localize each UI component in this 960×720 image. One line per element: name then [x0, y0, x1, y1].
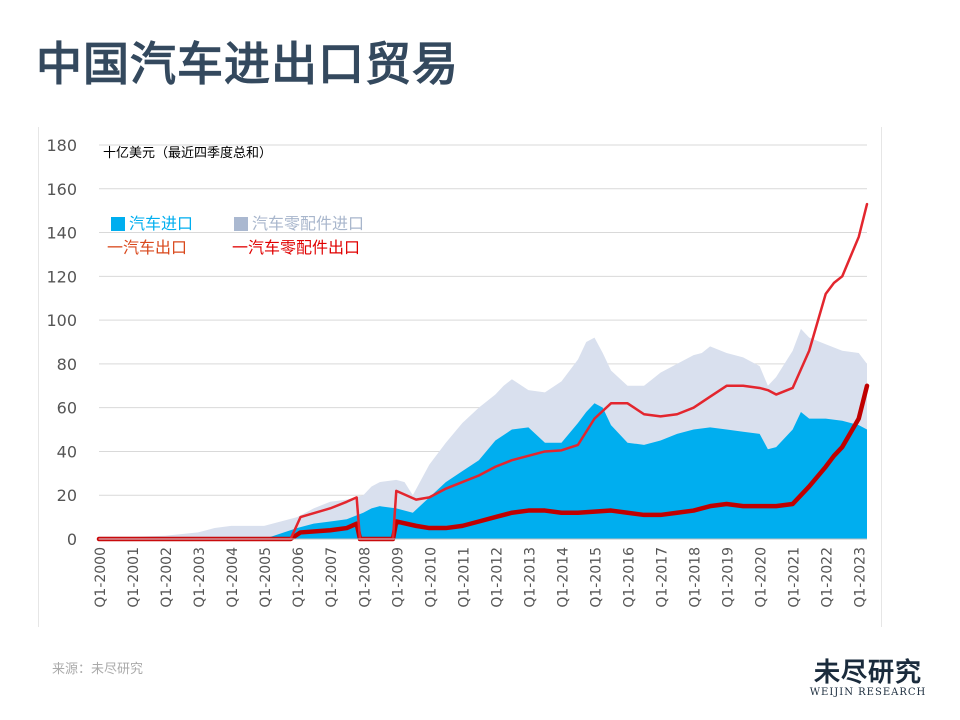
y-tick-label: 80 — [57, 355, 77, 374]
x-tick-label: Q1-2004 — [225, 547, 241, 608]
y-tick-label: 100 — [46, 311, 77, 330]
x-tick-label: Q1-2018 — [688, 547, 704, 608]
trade-chart: 0 20 40 60 80 100 120 140 160 180 Q1-2000 Q1-2001 Q1… — [46, 136, 870, 608]
y-tick-label: 60 — [57, 399, 77, 418]
x-tick-label: Q1-2007 — [324, 547, 340, 608]
x-tick-label: Q1-2020 — [754, 547, 770, 608]
unit-label: 十亿美元（最近四季度总和） — [103, 145, 272, 161]
source-note: 来源：未尽研究 — [52, 662, 144, 677]
x-tick-label: Q1-2001 — [126, 547, 142, 608]
x-tick-label: Q1-2013 — [522, 547, 538, 608]
legend-label-vehicle_export: 一汽车出口 — [107, 238, 187, 257]
x-tick-label: Q1-2016 — [622, 547, 638, 608]
x-tick-label: Q1-2003 — [192, 547, 208, 608]
y-tick-label: 120 — [46, 267, 77, 286]
y-tick-label: 180 — [46, 136, 77, 155]
y-tick-label: 40 — [57, 442, 77, 461]
legend-label-parts_import: 汽车零配件进口 — [252, 214, 364, 233]
y-tick-label: 160 — [46, 180, 77, 199]
x-tick-label: Q1-2010 — [423, 547, 439, 608]
brand-logo: 未尽研究 WEIJIN RESEARCH — [808, 652, 928, 698]
legend-label-vehicle_import: 汽车进口 — [129, 214, 193, 233]
vehicle-import-area — [99, 403, 867, 539]
y-tick-label: 0 — [67, 530, 77, 549]
y-tick-label: 20 — [57, 486, 77, 505]
x-tick-label: Q1-2000 — [93, 547, 109, 608]
chart-frame: 0 20 40 60 80 100 120 140 160 180 Q1-2000 Q1-2001 Q1… — [38, 127, 882, 627]
x-tick-label: Q1-2009 — [390, 547, 406, 608]
x-tick-label: Q1-2015 — [588, 547, 604, 608]
y-tick-label: 140 — [46, 224, 77, 243]
legend-swatch-parts_import — [234, 217, 248, 231]
legend-swatch-vehicle_import — [111, 217, 125, 231]
legend-label-parts_export: 一汽车零配件出口 — [232, 238, 360, 257]
x-tick-label: Q1-2017 — [655, 547, 671, 608]
x-tick-label: Q1-2019 — [721, 547, 737, 608]
logo-cn-text: 未尽研究 — [813, 658, 922, 688]
x-tick-label: Q1-2021 — [787, 547, 803, 608]
x-tick-label: Q1-2011 — [456, 547, 472, 608]
page-title: 中国汽车进出口贸易 — [36, 37, 459, 91]
x-tick-label: Q1-2002 — [159, 547, 175, 608]
x-tick-label: Q1-2006 — [291, 547, 307, 608]
x-tick-label: Q1-2005 — [258, 547, 274, 608]
x-tick-label: Q1-2023 — [853, 547, 869, 608]
x-tick-label: Q1-2008 — [357, 547, 373, 608]
x-tick-label: Q1-2012 — [489, 547, 505, 608]
x-tick-label: Q1-2014 — [555, 547, 571, 608]
x-tick-label: Q1-2022 — [820, 547, 836, 608]
logo-en-text: WEIJIN RESEARCH — [809, 687, 927, 698]
vehicle-export-line — [97, 202, 869, 541]
